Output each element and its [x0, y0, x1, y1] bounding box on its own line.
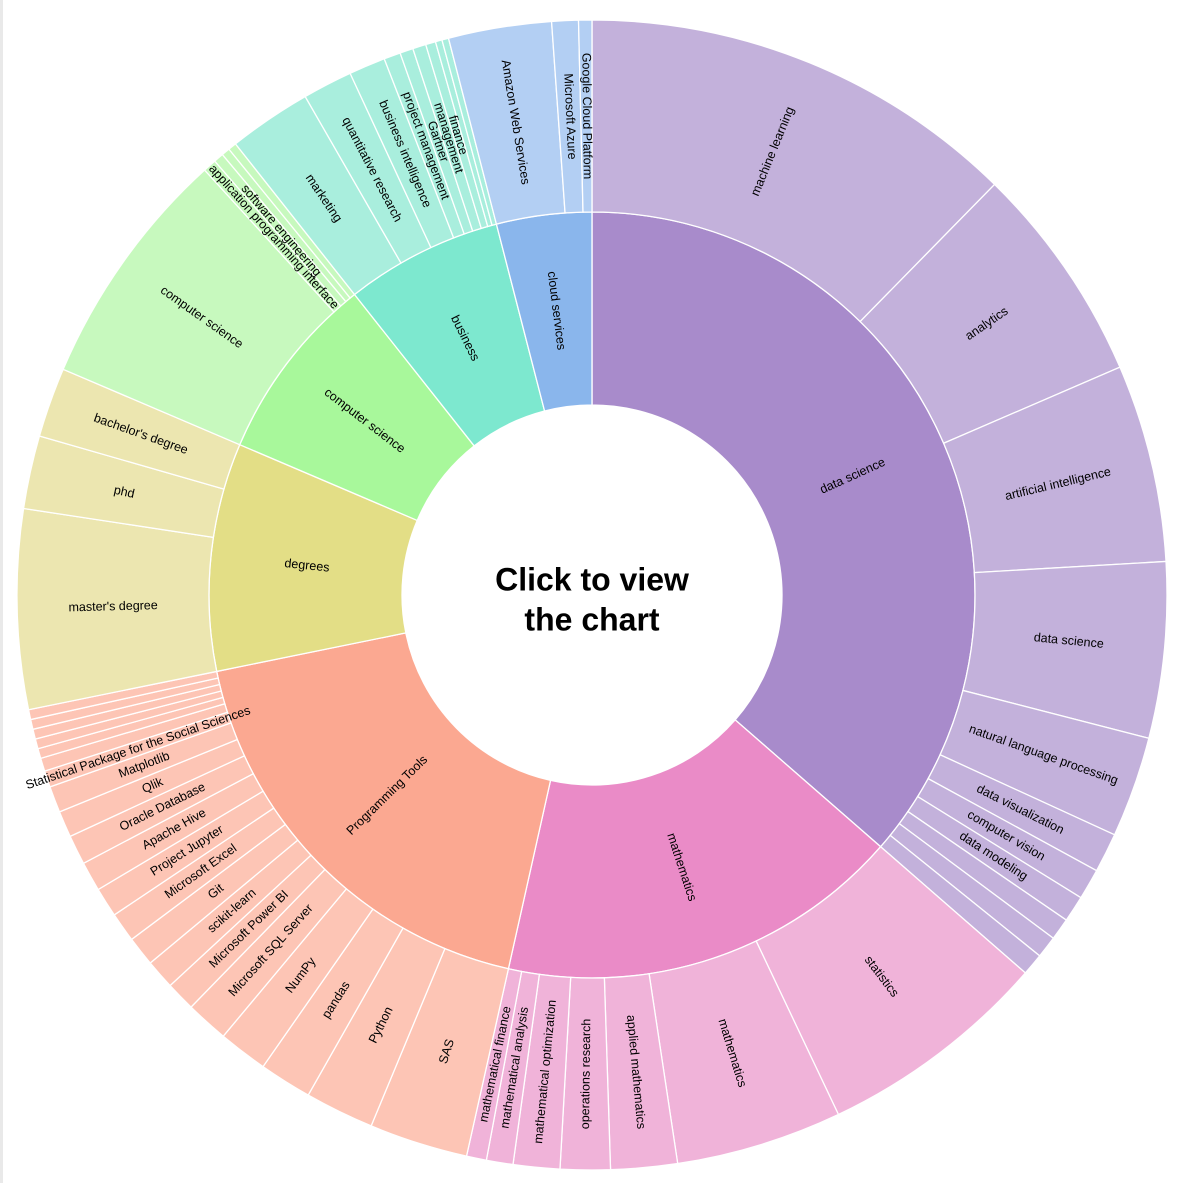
center-text-line2[interactable]: the chart	[524, 601, 659, 637]
rings-group	[16, 19, 1168, 1171]
center-circle[interactable]	[402, 405, 782, 785]
center-button[interactable]: Click to view the chart	[402, 405, 782, 785]
segment-cloud-services-google-cloud-platform[interactable]	[577, 19, 593, 213]
left-edge-divider	[0, 0, 3, 1183]
center-text-line1[interactable]: Click to view	[495, 561, 689, 597]
